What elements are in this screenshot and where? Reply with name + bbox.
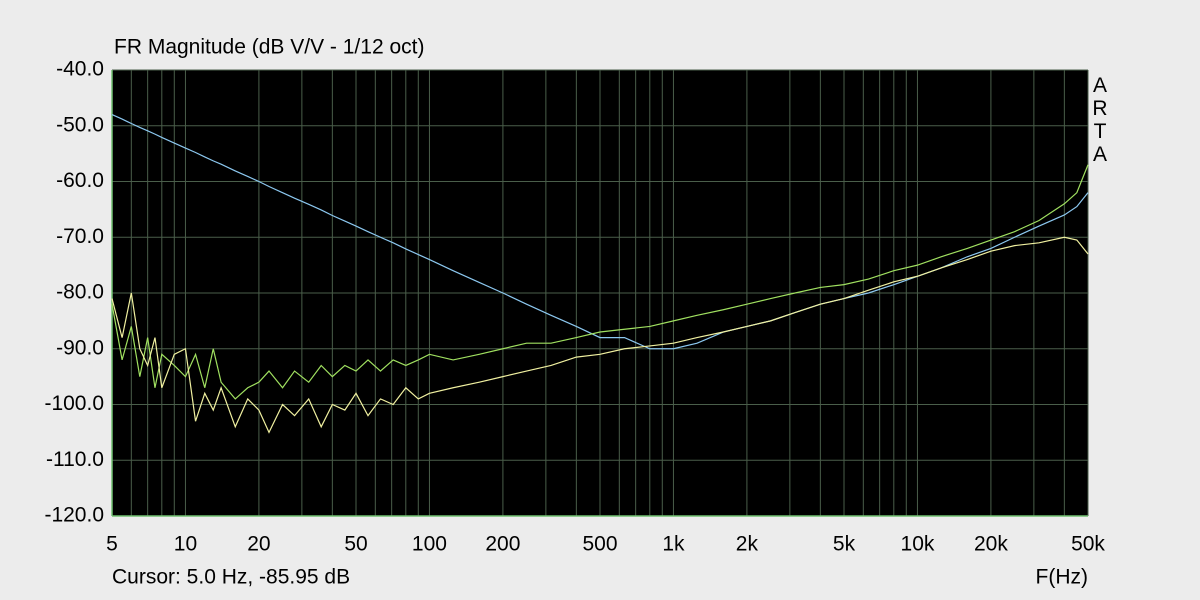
x-tick-label: 2k <box>736 533 759 556</box>
y-tick-label: -110.0 <box>46 448 104 471</box>
x-tick-label: 500 <box>582 533 617 556</box>
x-tick-label: 50k <box>1071 533 1105 556</box>
x-tick-label: 5 <box>106 533 118 556</box>
y-tick-label: -120.0 <box>44 504 104 527</box>
y-tick-label: -50.0 <box>56 113 104 136</box>
x-tick-label: 20k <box>974 533 1008 556</box>
x-tick-label: 20 <box>247 533 270 556</box>
series-line <box>111 236 1089 434</box>
x-tick-label: 100 <box>412 533 447 556</box>
x-tick-label: 10 <box>174 533 197 556</box>
x-axis-label: F(Hz) <box>1036 566 1088 589</box>
watermark: ARTA <box>1089 74 1112 166</box>
series-line <box>111 114 1089 350</box>
chart-title: FR Magnitude (dB V/V - 1/12 oct) <box>114 36 424 59</box>
x-tick-label: 1k <box>662 533 685 556</box>
x-tick-label: 5k <box>833 533 856 556</box>
y-tick-label: -90.0 <box>56 336 104 359</box>
x-tick-label: 10k <box>901 533 935 556</box>
y-tick-label: -40.0 <box>56 58 104 81</box>
y-tick-label: -60.0 <box>56 169 104 192</box>
y-tick-label: -70.0 <box>56 225 104 248</box>
y-tick-label: -100.0 <box>44 392 104 415</box>
series-line <box>111 164 1089 400</box>
y-tick-label: -80.0 <box>56 281 104 304</box>
cursor-readout: Cursor: 5.0 Hz, -85.95 dB <box>112 566 350 589</box>
x-tick-label: 200 <box>485 533 520 556</box>
x-tick-label: 50 <box>344 533 367 556</box>
